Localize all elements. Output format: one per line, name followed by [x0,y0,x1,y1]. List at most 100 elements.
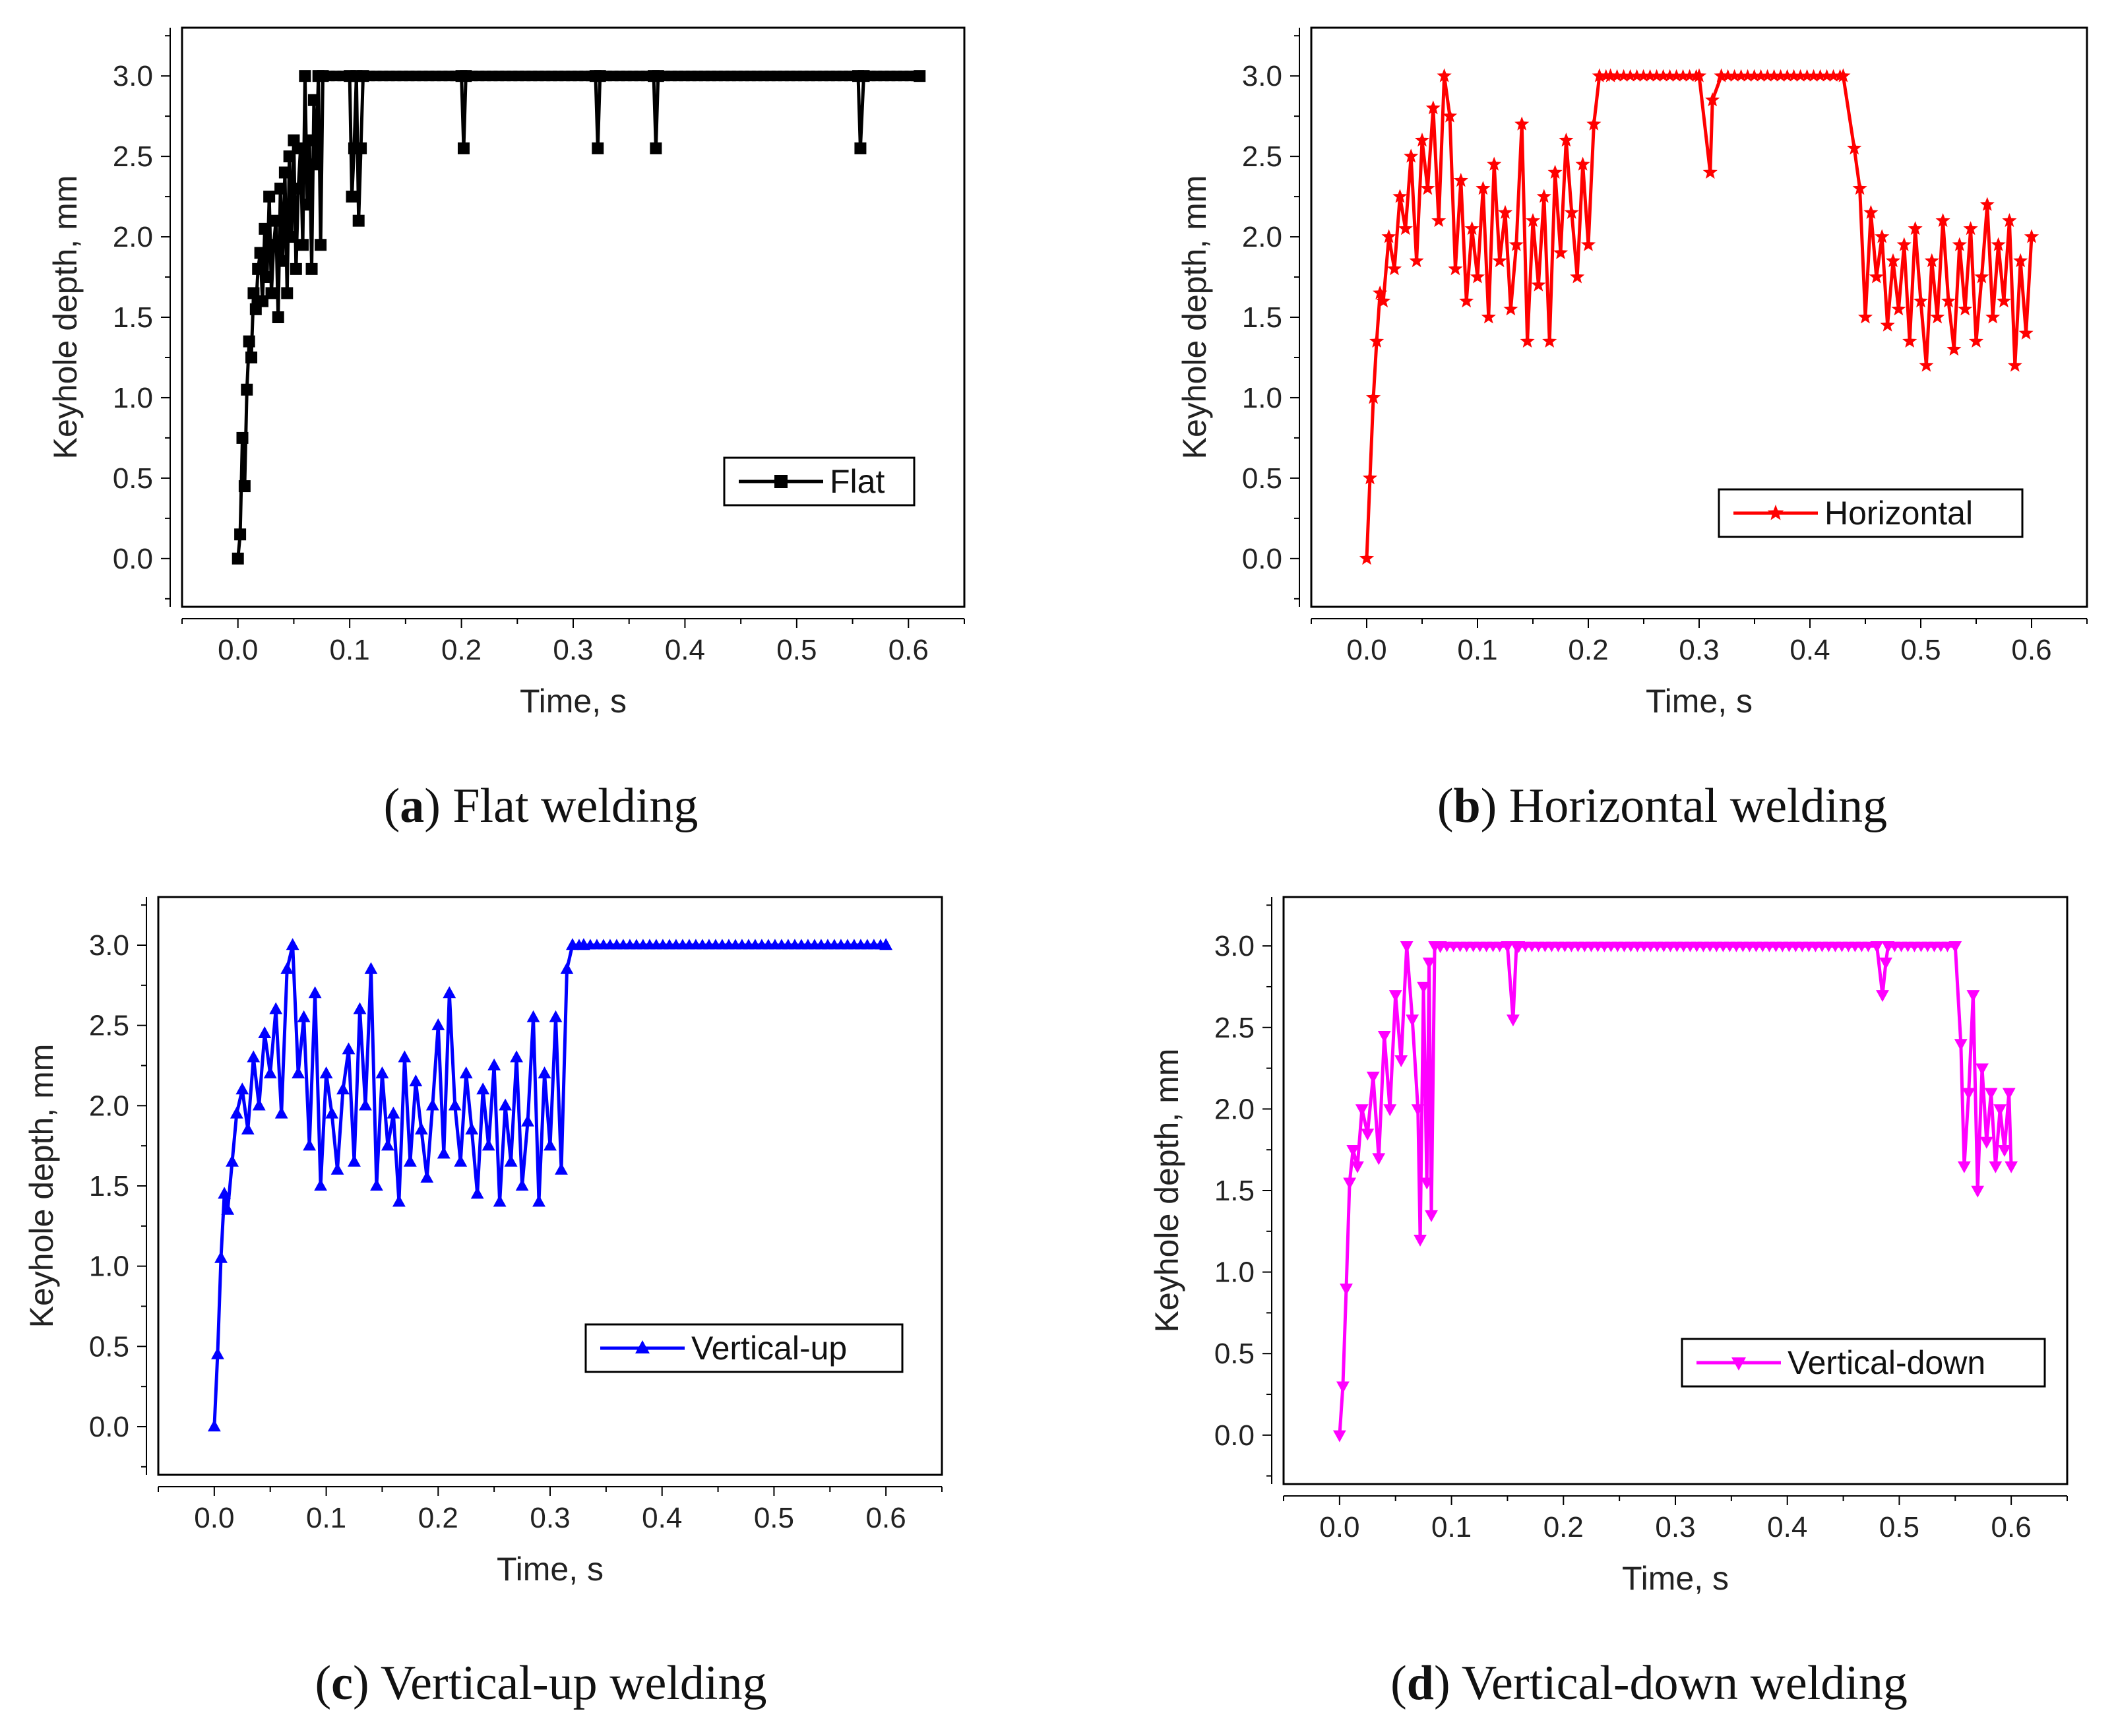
data-point [278,166,291,179]
legend: Vertical-up [584,1323,904,1373]
data-point [299,70,311,82]
y-axis-title: Keyhole depth, mm [1176,175,1213,460]
y-tick-label: 0.0 [89,1411,129,1443]
y-tick-label: 0.5 [113,462,153,495]
data-point [303,1138,317,1151]
data-point [1366,1071,1380,1084]
data-point [1924,253,1939,268]
data-point [258,1026,272,1039]
data-point [1442,108,1458,123]
data-point [1966,990,1980,1003]
plateau-point [1610,69,1624,82]
data-point [1702,164,1718,179]
y-tick-label: 2.5 [1214,1012,1255,1044]
data-point [330,1162,344,1175]
data-point [1398,221,1413,235]
plateau-point [1747,69,1761,82]
plateau-point [450,71,461,82]
data-point [1392,189,1408,203]
data-point [510,1050,523,1063]
plateau-point [1599,69,1613,82]
plateau-point [875,939,887,950]
data-point [1359,551,1375,565]
data-point [1381,229,1396,243]
data-point [1946,342,1962,356]
data-point [398,1050,412,1063]
data-point [1492,253,1507,268]
data-point [538,1066,551,1078]
plateau-point [1741,69,1755,82]
data-point [515,1179,529,1191]
data-point [1336,1381,1350,1394]
plateau-point [1636,69,1650,82]
plateau-point [640,71,652,82]
y-tick-label: 0.0 [1242,543,1282,575]
data-point [1361,1129,1375,1141]
plateau-point [1793,69,1807,82]
data-point [1422,957,1436,970]
data-point [1879,957,1892,970]
data-point [292,1066,305,1078]
plateau-point [1643,69,1657,82]
data-point [1880,317,1895,332]
data-point [2024,229,2039,243]
data-point [1355,1104,1369,1117]
data-point [457,142,470,154]
data-point [1564,204,1579,219]
data-point [544,1138,557,1151]
data-point [526,1010,540,1022]
legend-swatch-marker [1731,1357,1746,1371]
x-tick-label: 0.0 [1319,1511,1359,1543]
data-point [1400,941,1414,953]
x-tick-label: 0.2 [1568,634,1608,666]
plateau-point [1721,69,1735,82]
y-tick-label: 2.0 [1242,221,1282,253]
data-point [265,287,278,299]
data-point [1369,333,1385,348]
data-point [1976,1063,1989,1076]
plateau-point [1754,69,1768,82]
data-point [521,1114,534,1127]
data-point [308,986,322,999]
x-tick-label: 0.5 [754,1502,794,1534]
data-point [292,182,305,195]
data-point [1431,213,1447,228]
data-point [1437,68,1452,82]
data-point [1847,140,1862,155]
plot-frame [181,26,966,608]
caption-text: Vertical-down welding [1461,1656,1908,1710]
y-tick-label: 2.0 [89,1090,129,1122]
data-point [443,986,456,999]
legend: Horizontal [1718,488,2024,538]
data-point [1714,68,1729,82]
data-point [387,1106,400,1119]
plateau-point [1787,69,1801,82]
data-point [211,1347,224,1359]
y-tick-label: 0.0 [113,543,153,575]
data-point [1553,245,1569,259]
data-point [305,263,318,275]
data-point [274,182,287,195]
plateau-point [337,71,348,82]
data-point [1542,333,1557,348]
plateau-point [1656,69,1670,82]
x-tick-label: 0.4 [665,634,705,666]
data-point [241,383,253,396]
data-point [272,311,284,323]
data-point [235,1082,249,1095]
y-tick-label: 3.0 [1242,60,1282,92]
x-tick-label: 0.3 [1679,634,1719,666]
panel-caption-d: (d) Vertical-down welding [1390,1656,1908,1710]
data-point [1984,1088,1998,1100]
plateau-point [1676,69,1690,82]
data-point [1351,1161,1364,1173]
data-point [1406,1014,1419,1027]
x-tick-label: 0.3 [1655,1511,1695,1543]
x-tick-label: 0.3 [530,1502,570,1534]
data-point [1852,181,1867,195]
data-point [1417,981,1431,994]
plateau-point [1826,69,1840,82]
data-point [325,1106,338,1119]
data-point [336,1082,350,1095]
data-point [301,199,313,211]
